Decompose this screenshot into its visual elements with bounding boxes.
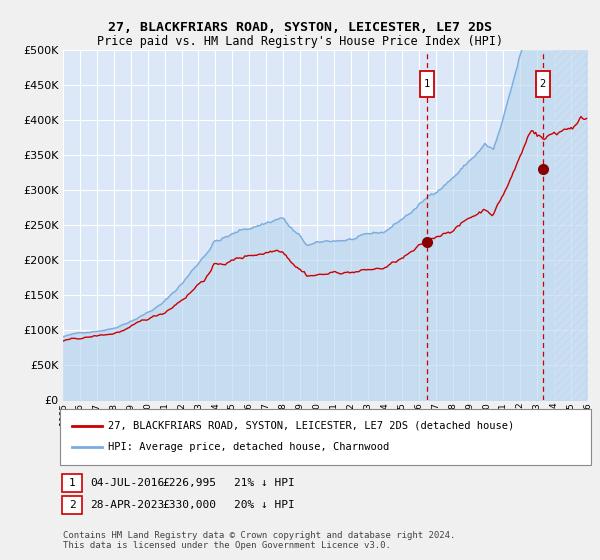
Text: HPI: Average price, detached house, Charnwood: HPI: Average price, detached house, Char…: [108, 442, 389, 452]
Text: £330,000: £330,000: [162, 500, 216, 510]
Text: 2: 2: [68, 500, 76, 510]
Text: 04-JUL-2016: 04-JUL-2016: [90, 478, 164, 488]
Text: 27, BLACKFRIARS ROAD, SYSTON, LEICESTER, LE7 2DS: 27, BLACKFRIARS ROAD, SYSTON, LEICESTER,…: [108, 21, 492, 34]
Text: 21% ↓ HPI: 21% ↓ HPI: [234, 478, 295, 488]
Text: £226,995: £226,995: [162, 478, 216, 488]
Text: Price paid vs. HM Land Registry's House Price Index (HPI): Price paid vs. HM Land Registry's House …: [97, 35, 503, 48]
FancyBboxPatch shape: [536, 71, 550, 97]
Text: 27, BLACKFRIARS ROAD, SYSTON, LEICESTER, LE7 2DS (detached house): 27, BLACKFRIARS ROAD, SYSTON, LEICESTER,…: [108, 421, 514, 431]
Bar: [554, 50, 588, 400]
Text: Contains HM Land Registry data © Crown copyright and database right 2024.
This d: Contains HM Land Registry data © Crown c…: [63, 531, 455, 550]
FancyBboxPatch shape: [420, 71, 434, 97]
Text: 28-APR-2023: 28-APR-2023: [90, 500, 164, 510]
Text: 1: 1: [424, 79, 430, 89]
Text: 1: 1: [68, 478, 76, 488]
Text: 20% ↓ HPI: 20% ↓ HPI: [234, 500, 295, 510]
Text: 2: 2: [539, 79, 546, 89]
